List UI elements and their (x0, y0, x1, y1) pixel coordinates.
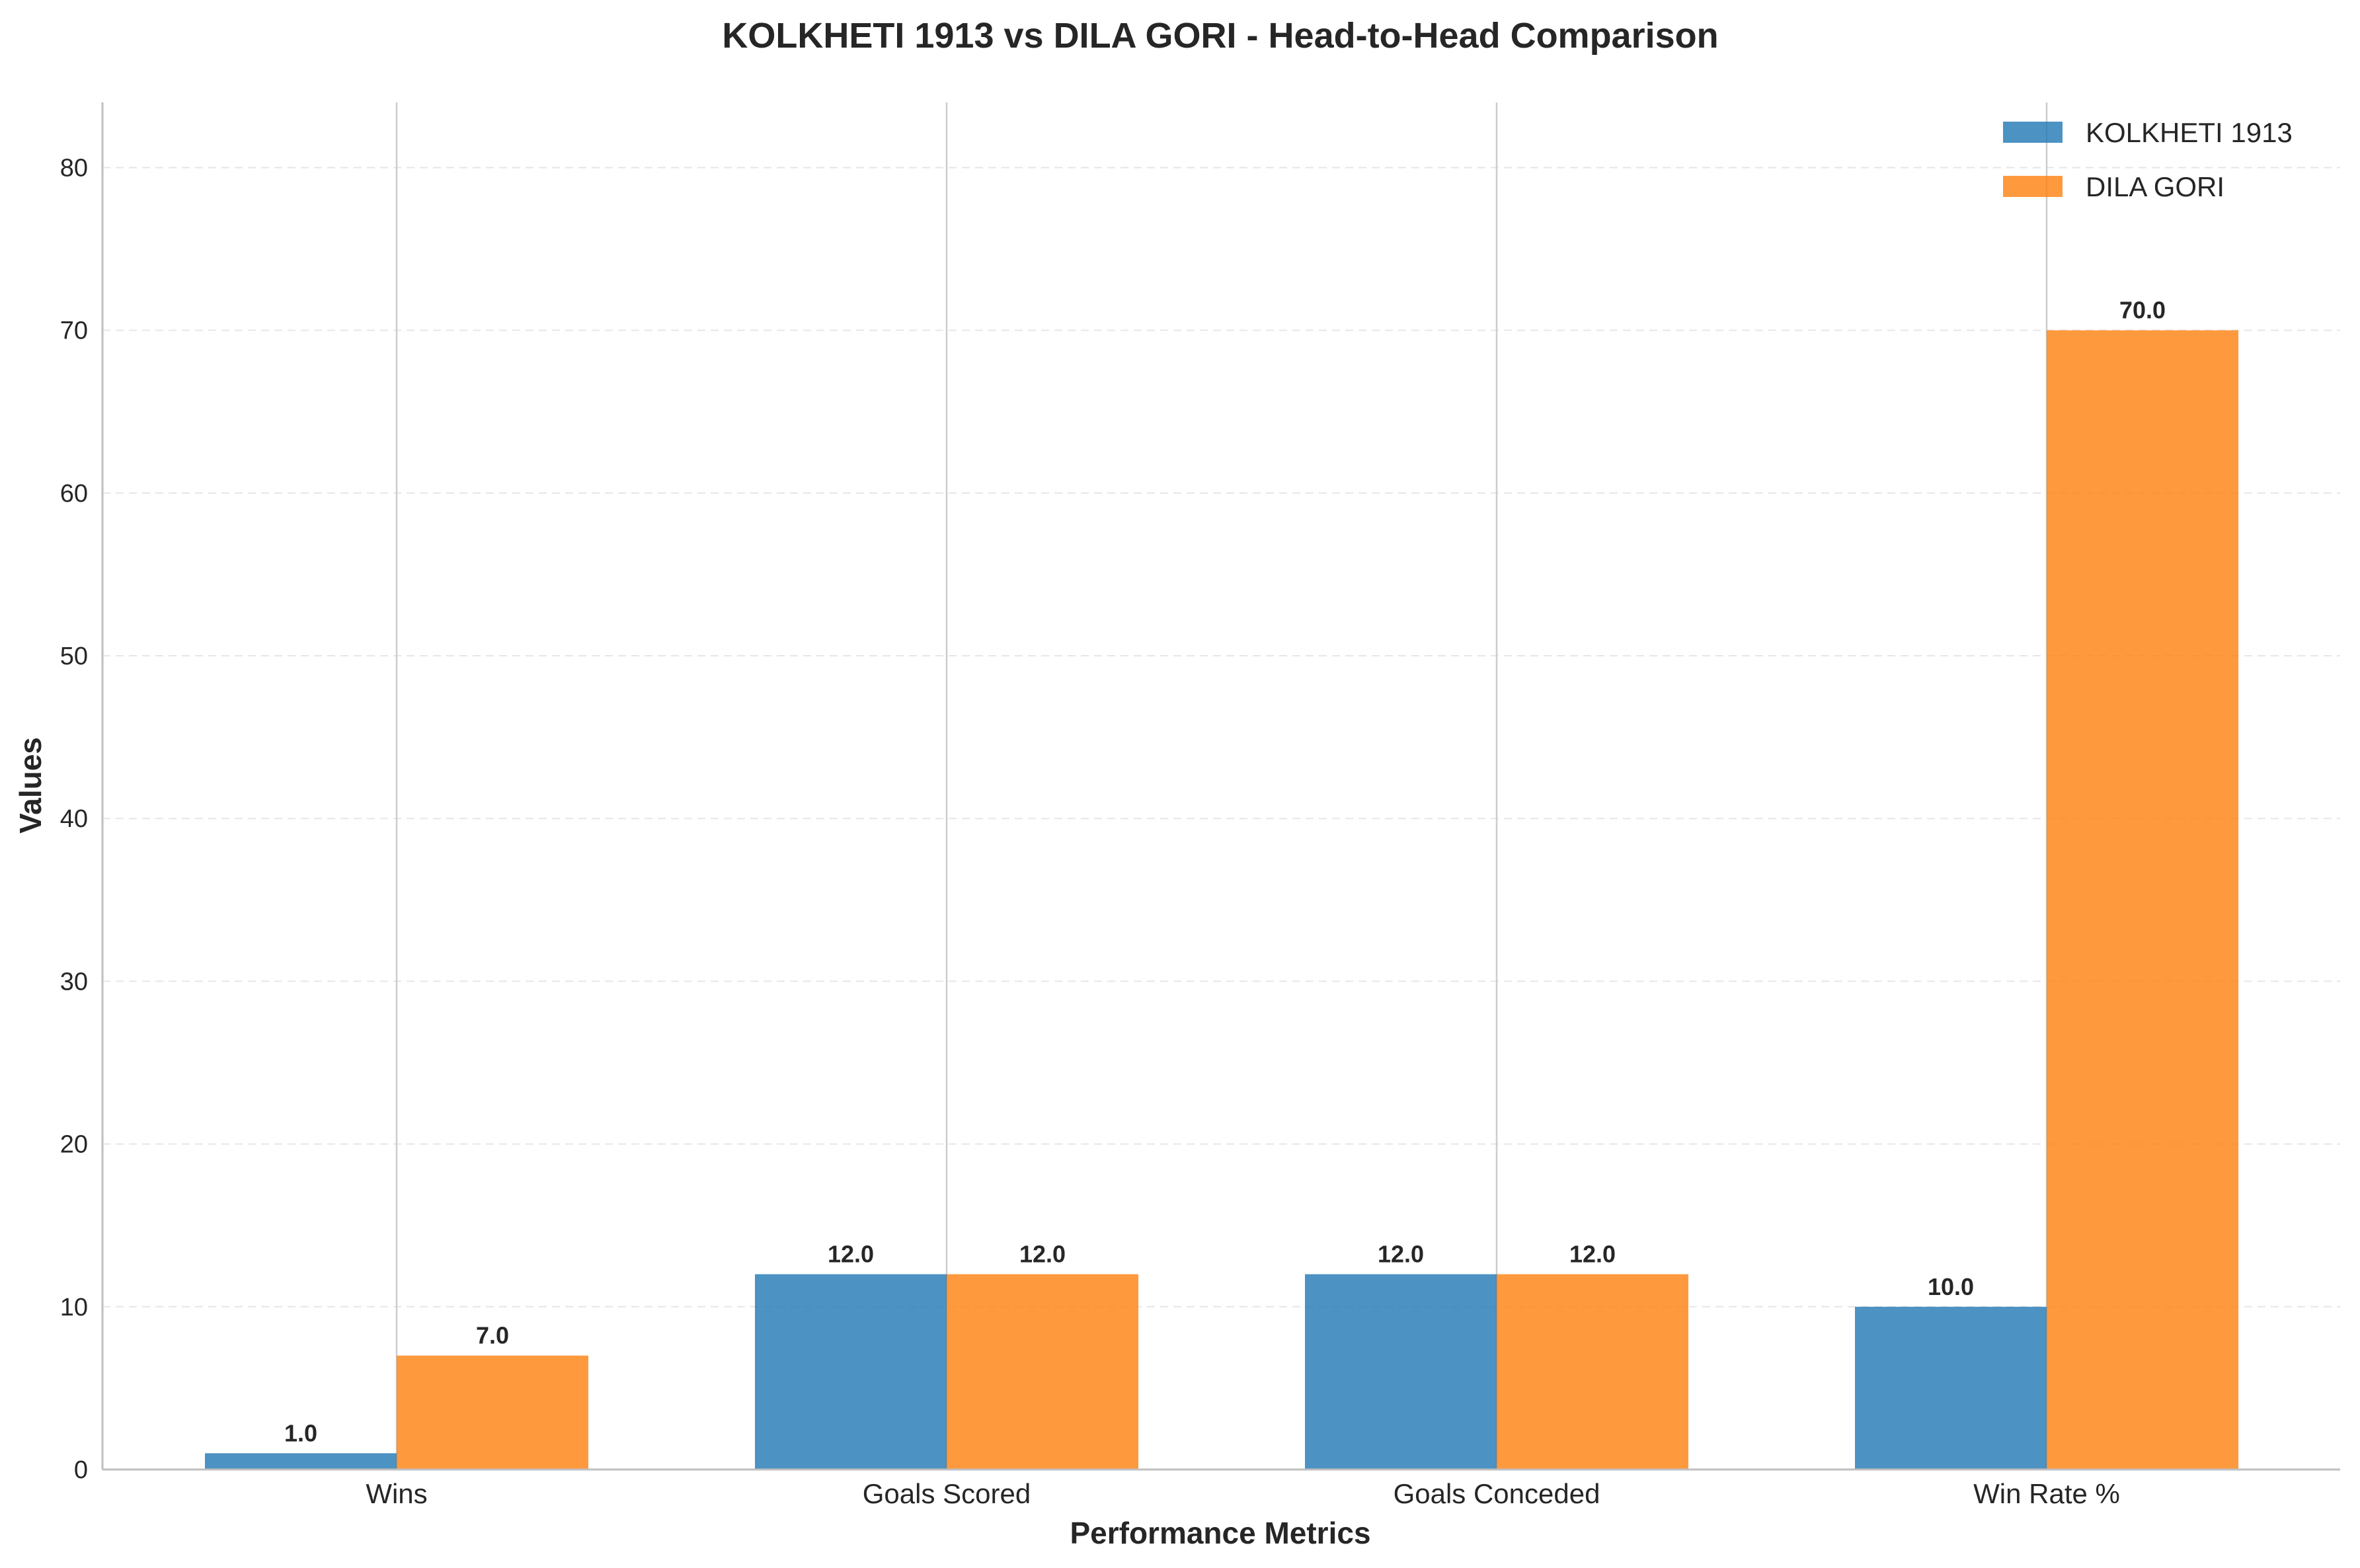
data-label: 1.0 (284, 1419, 317, 1446)
data-label: 12.0 (1019, 1241, 1066, 1268)
bar (1497, 1274, 1688, 1470)
legend-label: DILA GORI (2086, 171, 2224, 202)
y-axis-label: Values (13, 737, 48, 834)
x-axis-label: Performance Metrics (1070, 1516, 1370, 1550)
x-tick-label: Win Rate % (1973, 1478, 2120, 1509)
data-label: 7.0 (476, 1322, 509, 1349)
bar (1305, 1274, 1497, 1470)
data-label: 10.0 (1928, 1273, 1974, 1300)
y-tick-label: 70 (60, 317, 88, 345)
labels-layer: 0 10 20 30 40 50 60 70 80 1.0 12.0 12.0 10.0 7.0 12.0 1… (60, 154, 2166, 1509)
y-tick-label: 50 (60, 643, 88, 670)
y-tick-label: 20 (60, 1131, 88, 1159)
data-label: 12.0 (828, 1241, 874, 1268)
data-label: 12.0 (1378, 1241, 1424, 1268)
grid-layer (102, 102, 2340, 1470)
bar (1855, 1306, 2047, 1470)
legend: KOLKHETI 1913 DILA GORI (2003, 117, 2293, 202)
bar (947, 1274, 1138, 1470)
bar (397, 1355, 588, 1470)
y-tick-label: 60 (60, 480, 88, 508)
data-label: 12.0 (1569, 1241, 1616, 1268)
chart-title: KOLKHETI 1913 vs DILA GORI - Head-to-Hea… (722, 16, 1718, 56)
x-tick-label: Goals Scored (863, 1478, 1031, 1509)
legend-label: KOLKHETI 1913 (2086, 117, 2293, 148)
legend-swatch (2003, 176, 2063, 197)
bar (2047, 330, 2238, 1470)
x-tick-label: Goals Conceded (1394, 1478, 1600, 1509)
bar (205, 1453, 397, 1470)
legend-swatch (2003, 122, 2063, 143)
axes-layer (101, 102, 2340, 1471)
y-tick-label: 80 (60, 154, 88, 182)
x-tick-label: Wins (366, 1478, 427, 1509)
y-tick-label: 30 (60, 968, 88, 996)
bars-layer (205, 330, 2238, 1470)
bar (755, 1274, 947, 1470)
data-label: 70.0 (2119, 297, 2166, 324)
y-tick-label: 10 (60, 1294, 88, 1321)
y-tick-label: 40 (60, 805, 88, 833)
y-tick-label: 0 (74, 1456, 88, 1484)
